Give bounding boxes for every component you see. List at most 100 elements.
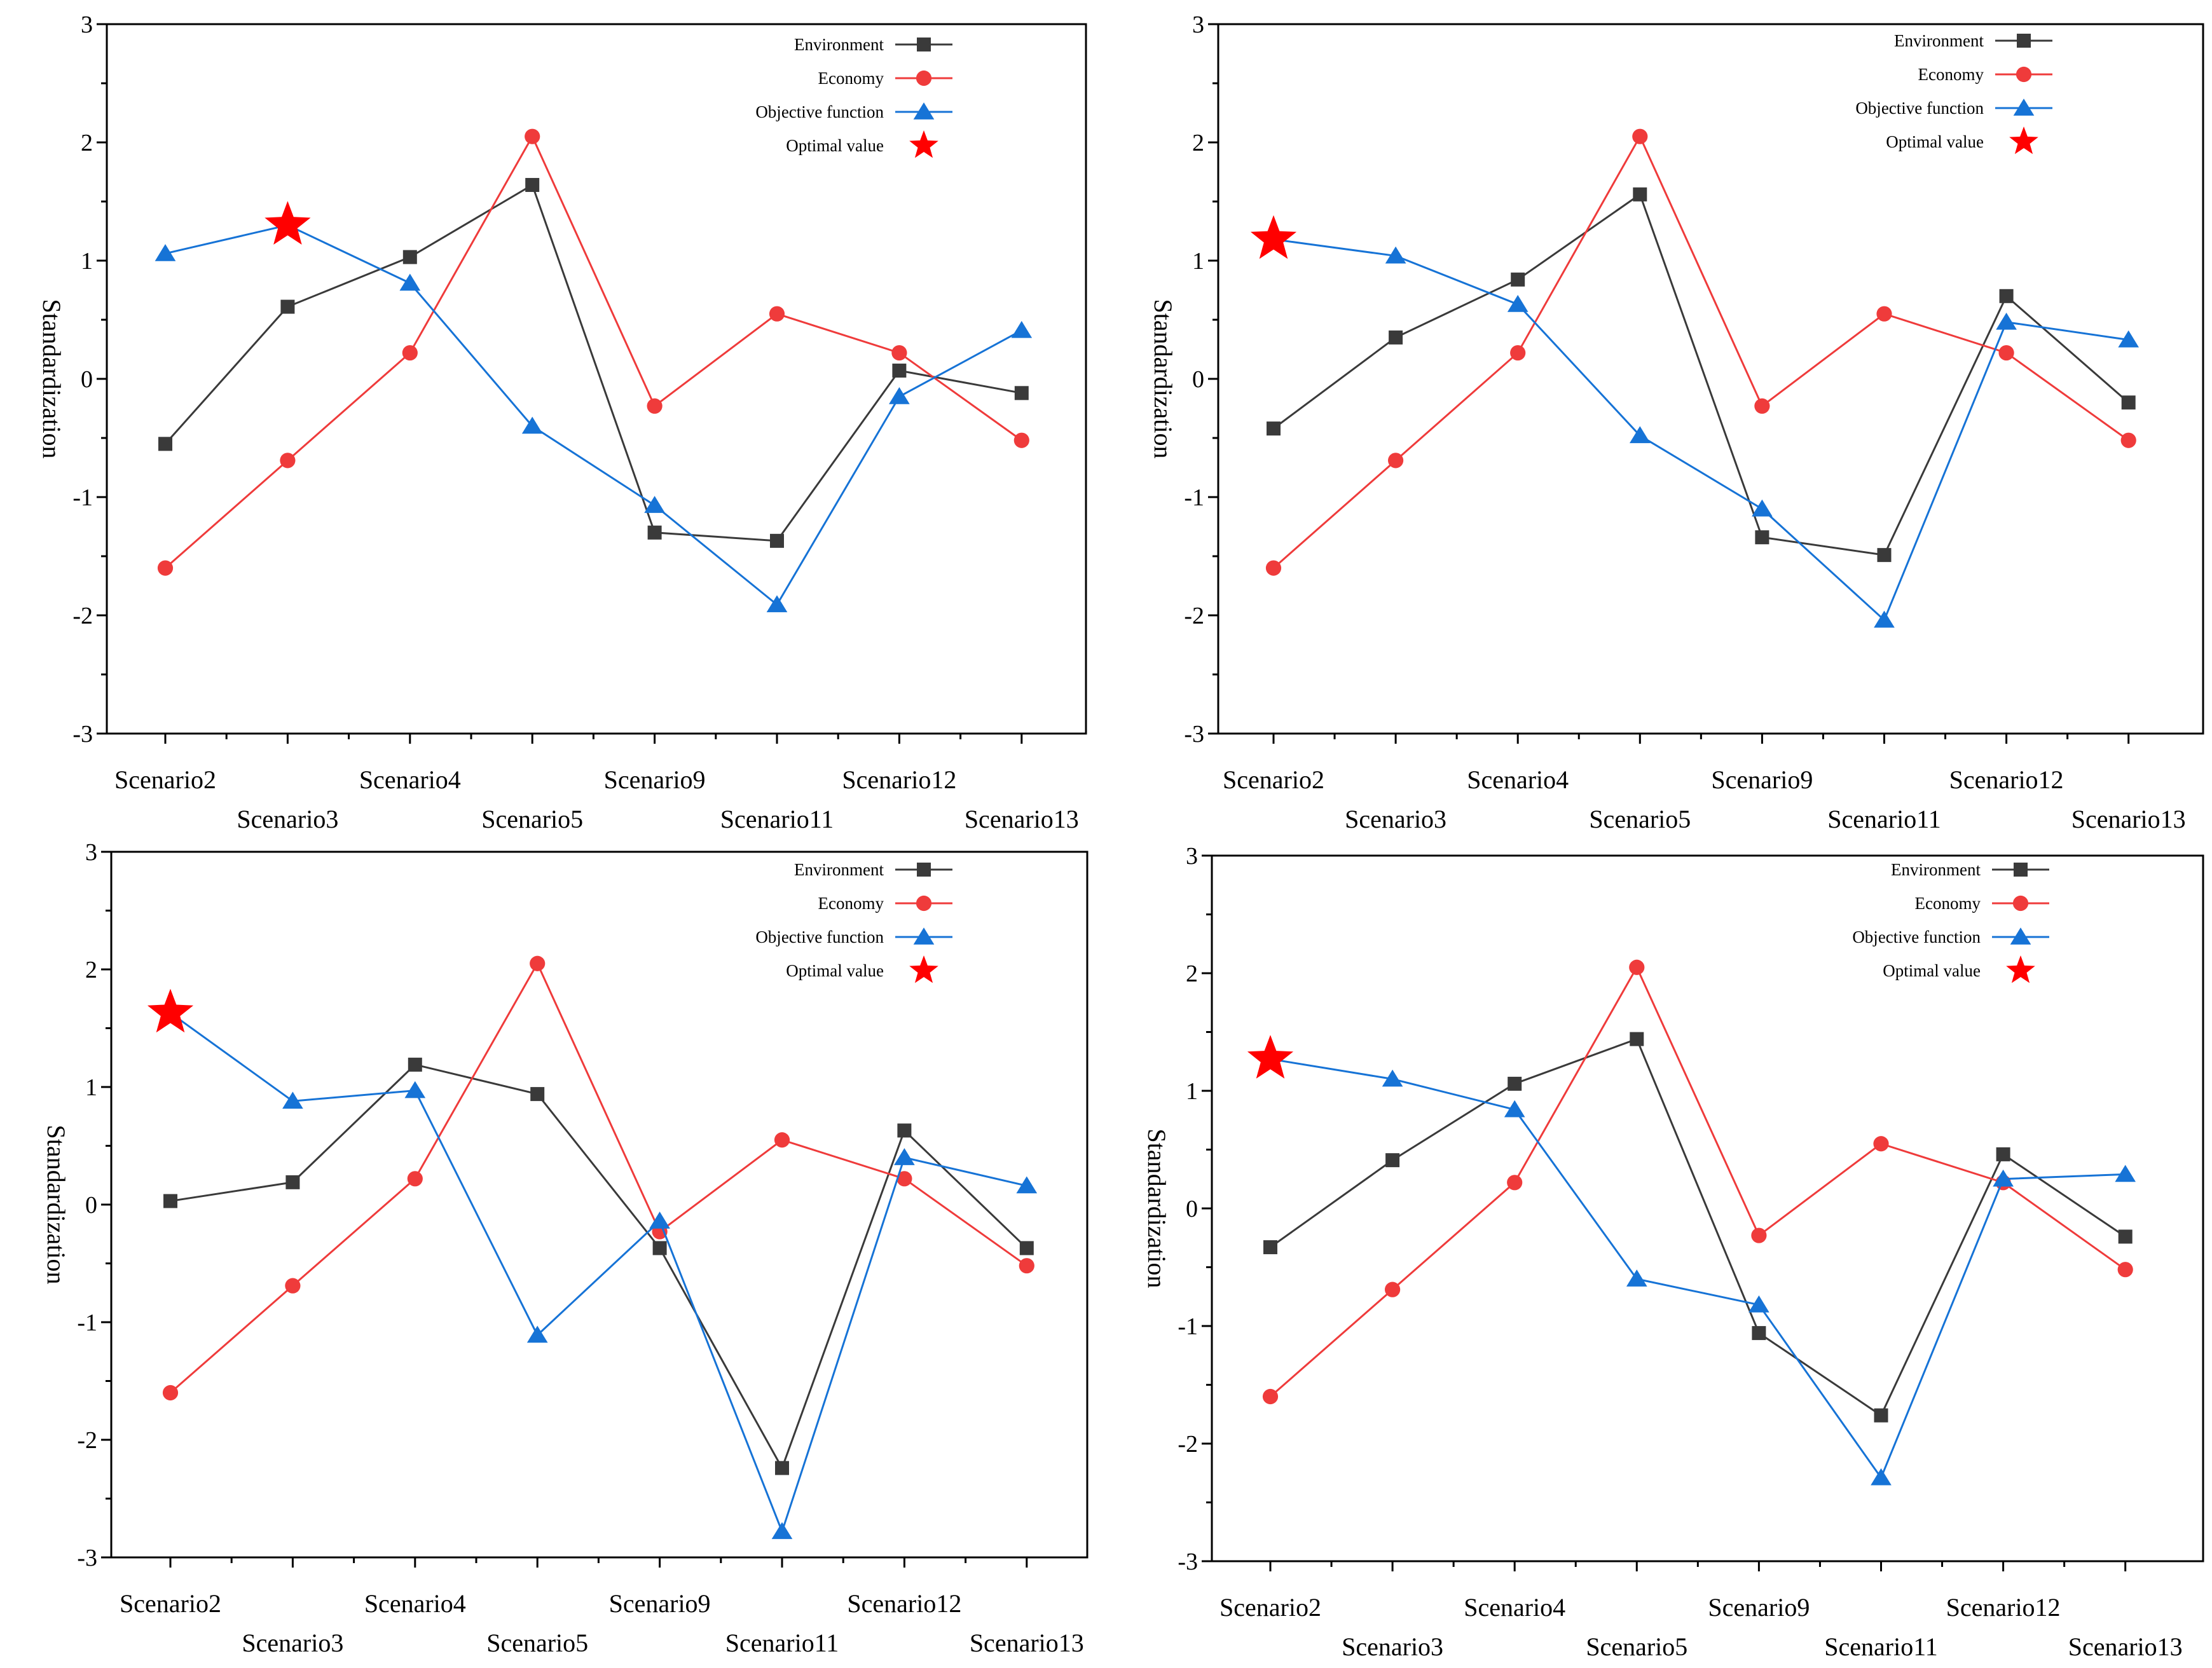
- legend-label: Optimal value: [786, 136, 884, 155]
- x-tick-label: Scenario2: [1223, 765, 1324, 794]
- series-objective-function: [1260, 1049, 2136, 1486]
- data-point: [158, 437, 172, 451]
- data-point: [407, 1171, 423, 1187]
- y-tick-label: 0: [85, 1192, 97, 1219]
- y-tick-label: -2: [72, 603, 93, 629]
- data-point: [1748, 1295, 1769, 1313]
- data-point: [1267, 421, 1281, 436]
- x-axis: Scenario2 Scenario3 Scenario4 Scenario5 Scen…: [1223, 734, 2186, 833]
- legend-star-icon: [909, 130, 938, 158]
- data-point: [1508, 1076, 1522, 1091]
- data-point: [162, 1384, 179, 1401]
- data-point: [1262, 1388, 1279, 1405]
- x-tick-label: Scenario3: [242, 1629, 343, 1657]
- data-point: [1996, 1147, 2010, 1161]
- legend-swatch-marker: [2013, 99, 2035, 116]
- data-point: [1630, 1032, 1644, 1046]
- x-tick-label: Scenario13: [965, 805, 1079, 833]
- data-point: [1993, 1169, 2014, 1187]
- data-point: [1876, 306, 1892, 322]
- x-tick-label: Scenario11: [725, 1629, 839, 1657]
- x-tick-label: Scenario11: [1827, 805, 1941, 833]
- y-tick-label: 3: [1192, 11, 1204, 38]
- y-tick-label: 2: [85, 957, 97, 983]
- x-tick-label: Scenario13: [2068, 1632, 2183, 1661]
- legend-label: Optimal value: [1883, 961, 1981, 980]
- y-tick-label: -3: [77, 1545, 97, 1571]
- data-point: [1389, 330, 1403, 345]
- data-point: [2118, 330, 2140, 348]
- series-environment: [1267, 187, 2136, 563]
- data-point: [282, 1091, 303, 1109]
- chart-panel-2: 3210-1-2-3StandardizationScenario2Scenar…: [1149, 11, 2204, 833]
- data-point: [1633, 187, 1647, 202]
- optimal-value-star: [264, 201, 311, 245]
- legend: Environment Economy Objective function Opti…: [1855, 31, 2052, 154]
- data-point: [774, 1132, 790, 1148]
- x-tick-label: Scenario3: [1345, 805, 1446, 833]
- data-point: [1011, 320, 1033, 338]
- x-tick-label: Scenario13: [2071, 805, 2186, 833]
- series-environment: [163, 1057, 1034, 1475]
- data-point: [2120, 432, 2136, 448]
- data-point: [2121, 395, 2136, 410]
- data-point: [769, 306, 785, 322]
- data-point: [775, 1461, 789, 1475]
- series-objective-function: [1263, 229, 2140, 628]
- data-point: [652, 1241, 667, 1255]
- x-axis: Scenario2 Scenario3 Scenario4 Scenario5 Scen…: [114, 734, 1079, 833]
- x-tick-label: Scenario5: [1586, 1632, 1687, 1661]
- x-tick-label: Scenario2: [114, 765, 216, 794]
- data-point: [1754, 398, 1770, 414]
- data-point: [1755, 530, 1769, 545]
- y-axis-label: Standardization: [38, 299, 66, 458]
- y-tick-label: 1: [85, 1074, 97, 1101]
- data-point: [2115, 1165, 2136, 1182]
- data-point: [408, 1057, 422, 1072]
- x-tick-label: Scenario11: [720, 805, 834, 833]
- y-tick-label: -2: [1184, 603, 1204, 629]
- legend-label: Environment: [1891, 860, 1981, 879]
- legend-swatch-marker: [913, 102, 935, 120]
- legend-label: Economy: [818, 69, 884, 88]
- x-tick-label: Scenario2: [120, 1589, 221, 1618]
- data-point: [771, 1522, 793, 1540]
- chart-panel-4: 3210-1-2-3StandardizationScenario2Scenar…: [1143, 843, 2204, 1661]
- x-tick-label: Scenario4: [1464, 1593, 1565, 1622]
- legend-label: Economy: [1915, 894, 1981, 913]
- data-point: [1385, 1282, 1401, 1297]
- data-point: [647, 525, 662, 540]
- legend-star-icon: [909, 955, 938, 983]
- x-tick-label: Scenario12: [847, 1589, 961, 1618]
- optimal-value-star: [1247, 1035, 1294, 1079]
- series-economy: [1265, 128, 2136, 576]
- legend-swatch-marker: [2012, 895, 2029, 912]
- data-point: [892, 363, 907, 378]
- series-line: [164, 183, 1022, 542]
- data-point: [1998, 345, 2014, 361]
- y-axis: 3 2 1 0 -1 -2 -3: [77, 839, 111, 1571]
- data-point: [1385, 1153, 1400, 1168]
- plot-frame: [1217, 23, 2204, 735]
- y-tick-label: -1: [1178, 1313, 1198, 1340]
- data-point: [770, 533, 784, 548]
- legend-label: Optimal value: [786, 961, 884, 980]
- legend-label: Economy: [818, 894, 884, 913]
- data-point: [647, 398, 663, 414]
- data-point: [1629, 959, 1645, 975]
- data-point: [894, 1148, 915, 1165]
- y-tick-label: 0: [81, 366, 93, 393]
- legend-label: Environment: [794, 860, 884, 879]
- data-point: [889, 387, 910, 404]
- data-point: [1013, 432, 1029, 448]
- x-tick-label: Scenario9: [604, 765, 706, 794]
- data-point: [897, 1123, 912, 1138]
- data-point: [280, 299, 295, 314]
- y-tick-label: 2: [81, 130, 93, 156]
- y-tick-label: -3: [1184, 721, 1204, 748]
- y-tick-label: 3: [1186, 843, 1198, 870]
- data-point: [1752, 1326, 1766, 1341]
- y-tick-label: -1: [77, 1309, 97, 1336]
- y-tick-label: 1: [1186, 1078, 1198, 1105]
